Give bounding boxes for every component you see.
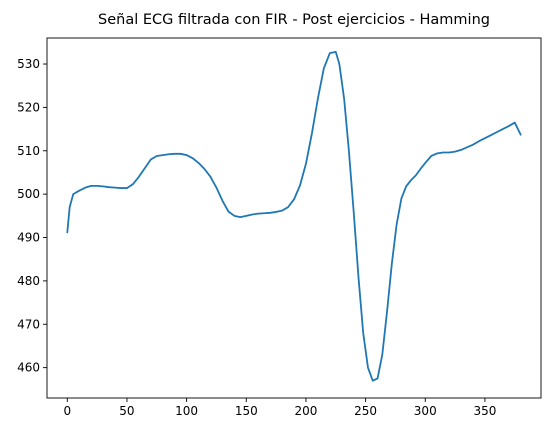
chart-title: Señal ECG filtrada con FIR - Post ejerci… <box>98 12 490 28</box>
x-tick-label-4: 200 <box>294 404 317 418</box>
y-tick-label-4: 500 <box>17 187 40 201</box>
y-tick-label-0: 460 <box>17 361 40 375</box>
axes-frame <box>46 37 542 399</box>
y-tick-label-2: 480 <box>17 274 40 288</box>
y-tick-label-6: 520 <box>17 100 40 114</box>
x-tick-label-0: 0 <box>63 404 71 418</box>
x-tick-label-3: 150 <box>235 404 258 418</box>
x-tick-label-1: 50 <box>119 404 134 418</box>
series-line-0 <box>66 50 522 382</box>
plot-area: 0 50 100 150 200 250 300 350 460 470 480 490 500 510 5… <box>17 37 542 418</box>
x-tick-label-2: 100 <box>175 404 198 418</box>
y-tick-label-7: 530 <box>17 57 40 71</box>
x-tick-label-6: 300 <box>414 404 437 418</box>
x-tick-label-7: 350 <box>473 404 496 418</box>
y-tick-label-3: 490 <box>17 231 40 245</box>
x-tick-label-5: 250 <box>354 404 377 418</box>
y-tick-label-5: 510 <box>17 144 40 158</box>
y-tick-label-1: 470 <box>17 317 40 331</box>
